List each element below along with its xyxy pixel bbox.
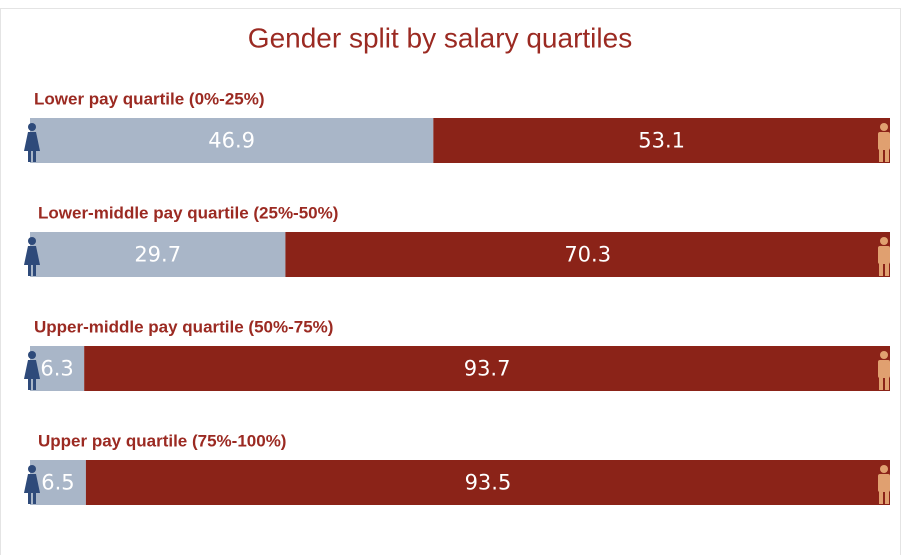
female-icon-part — [28, 493, 31, 504]
male-icon-part — [879, 491, 883, 504]
value-label: 70.3 — [564, 243, 611, 267]
category-label: Lower pay quartile (0%-25%) — [34, 89, 265, 108]
bar-segment — [30, 346, 85, 391]
male-icon — [878, 351, 890, 390]
male-icon-part — [878, 132, 890, 150]
value-label: 6.3 — [40, 357, 73, 381]
bar-segment — [84, 346, 891, 391]
female-icon-part — [28, 265, 31, 276]
bar-segment — [285, 232, 890, 277]
value-label: 53.1 — [638, 129, 685, 153]
male-icon — [878, 123, 890, 162]
female-icon-part — [28, 351, 36, 359]
female-icon-part — [28, 123, 36, 131]
female-icon-part — [33, 151, 36, 162]
male-icon-part — [879, 263, 883, 276]
value-label: 6.5 — [41, 471, 74, 495]
category-label: Lower-middle pay quartile (25%-50%) — [38, 203, 338, 222]
female-icon-part — [24, 246, 40, 265]
male-icon-part — [878, 360, 890, 378]
male-icon-part — [885, 149, 889, 162]
female-icon-part — [33, 379, 36, 390]
bar-segment — [30, 232, 286, 277]
male-icon-part — [885, 263, 889, 276]
female-icon-part — [28, 465, 36, 473]
bar-segment — [85, 460, 890, 505]
chart-title: Gender split by salary quartiles — [248, 22, 632, 53]
male-icon-part — [885, 491, 889, 504]
male-icon-part — [880, 351, 888, 359]
female-icon — [24, 465, 40, 504]
male-icon-part — [880, 237, 888, 245]
male-icon-part — [879, 377, 883, 390]
female-icon-part — [28, 379, 31, 390]
frame — [0, 8, 901, 560]
male-icon — [878, 465, 890, 504]
female-icon-part — [28, 151, 31, 162]
female-icon-part — [33, 493, 36, 504]
female-icon-part — [28, 237, 36, 245]
female-icon-part — [33, 265, 36, 276]
category-label: Upper pay quartile (75%-100%) — [38, 431, 286, 450]
male-icon-part — [878, 246, 890, 264]
female-icon — [24, 123, 40, 162]
female-icon — [24, 237, 40, 276]
male-icon-part — [880, 123, 888, 131]
female-icon-part — [24, 474, 40, 493]
male-icon — [878, 237, 890, 276]
value-label: 29.7 — [134, 243, 181, 267]
value-label: 93.5 — [465, 471, 512, 495]
male-icon-part — [878, 474, 890, 492]
male-icon-part — [880, 465, 888, 473]
male-icon-part — [879, 149, 883, 162]
bar-segment — [30, 460, 86, 505]
value-label: 93.7 — [464, 357, 511, 381]
female-icon-part — [24, 132, 40, 151]
category-label: Upper-middle pay quartile (50%-75%) — [34, 317, 333, 336]
female-icon-part — [24, 360, 40, 379]
male-icon-part — [885, 377, 889, 390]
value-label: 46.9 — [208, 129, 255, 153]
bar-segment — [433, 118, 890, 163]
female-icon — [24, 351, 40, 390]
bar-segment — [30, 118, 434, 163]
